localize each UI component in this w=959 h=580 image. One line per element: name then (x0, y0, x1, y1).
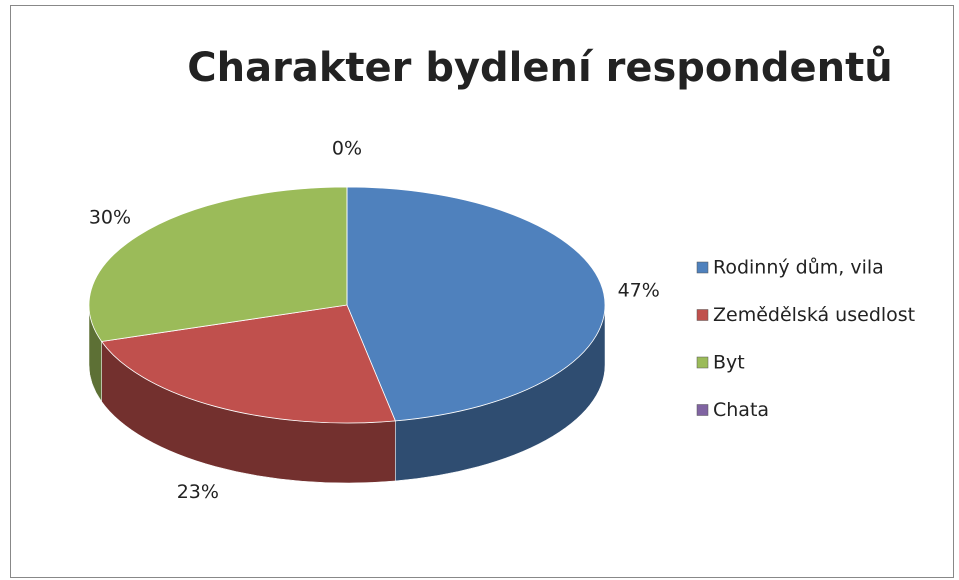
legend-label: Zemědělská usedlost (713, 304, 915, 326)
slice (88, 186, 348, 342)
data-label: 0% (332, 138, 362, 160)
chart-title: Charakter bydlení respondentů (187, 44, 892, 91)
data-label: 47% (618, 280, 660, 302)
data-label: 30% (89, 207, 131, 229)
slice (346, 186, 606, 422)
slice (100, 304, 396, 424)
legend-swatch (696, 356, 709, 369)
legend-label: Chata (713, 399, 769, 421)
data-label: 23% (177, 481, 219, 503)
legend-label: Byt (713, 352, 745, 374)
legend-swatch (696, 261, 709, 274)
legend-label: Rodinný dům, vila (713, 257, 884, 279)
legend-swatch (696, 309, 709, 321)
legend-swatch (696, 404, 709, 416)
